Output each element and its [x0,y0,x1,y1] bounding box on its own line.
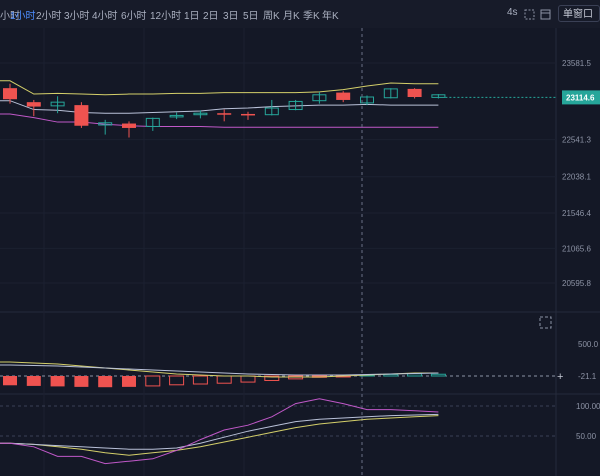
candle-body [312,94,327,102]
chart-background [0,28,600,476]
candle [217,109,232,122]
lower-band-line [0,113,439,128]
candle-body [98,122,113,126]
candle [360,95,374,106]
candle-body [193,112,208,116]
timeframe-tab-10[interactable]: 5日 [243,11,259,22]
middle-band-line [0,100,439,114]
candle-body [383,88,398,99]
timeframe-tab-12[interactable]: 月K [283,11,300,22]
candle-body [169,114,184,118]
candle [336,91,351,103]
candle [98,119,113,135]
candle-body [431,94,446,98]
timeframe-tab-14[interactable]: 年K [322,11,339,22]
kdj-k-line [0,398,439,465]
candle [288,99,303,111]
candle-body [122,123,136,128]
macd-bar [3,376,17,386]
macd-bar [98,376,113,388]
macd-bar [74,376,89,387]
candle-body [26,102,41,107]
timeframe-tab-5[interactable]: 6小时 [121,11,147,22]
candle [264,99,279,116]
candle [50,96,65,114]
window-mode-button[interactable]: 单窗口 [558,5,600,22]
kdj-d-line [0,413,439,450]
candle [312,91,327,104]
upper-band-line [0,80,439,96]
candle-body [336,92,351,100]
candle-body [74,105,89,126]
kdj-tick-label: 100.00 [576,402,600,411]
kdj-j-line [0,415,439,456]
price-tick-label: 22038.1 [562,173,591,182]
macd-bar [192,375,208,385]
macd-bar [430,373,446,377]
current-price-label: 23114.6 [566,93,595,102]
timeframe-tab-0[interactable]: 小时 [0,11,20,22]
candle [383,88,398,99]
candle-body [407,88,422,98]
candle-body [145,117,160,127]
timeframe-tab-7[interactable]: 1日 [184,11,200,22]
fullscreen-icon[interactable] [524,7,535,20]
macd-bar [145,375,161,387]
refresh-interval[interactable]: 4s [507,7,518,18]
timeframe-tab-6[interactable]: 12小时 [150,11,182,22]
candle-body [3,88,17,100]
window-mode-label: 单窗口 [563,9,593,20]
add-indicator-icon: + [557,371,563,383]
price-tick-label: 22541.3 [562,136,591,145]
timeframe-tab-8[interactable]: 2日 [203,11,219,22]
macd-bar [264,375,280,381]
candle [3,83,17,104]
candle-body [264,107,279,116]
timeframe-tab-11[interactable]: 周K [263,11,280,22]
price-tick-label: 20595.8 [562,279,591,288]
macd-dif-line [0,361,439,378]
timeframe-tab-3[interactable]: 3小时 [64,11,90,22]
chart-area[interactable]: 23581.5 22541.3 22038.1 21546.4 21065.6 20595… [0,28,600,476]
current-price-badge [562,90,600,105]
macd-tick-label: 500.0 [578,340,599,349]
kdj-tick-label: 50.00 [576,432,597,441]
timeframe-tab-9[interactable]: 3日 [223,11,239,22]
candle [74,102,89,128]
timeframe-tab-4[interactable]: 4小时 [92,11,118,22]
macd-bar [26,376,41,386]
macd-bar [122,376,136,387]
candle [122,121,136,138]
timeframe-toolbar: 小时 1小时 2小时 3小时 4小时 6小时 12小时 1日 2日 3日 5日 周K 月K 季K 年K 4s [0,0,600,29]
candle [431,94,446,99]
candle [145,117,160,131]
candle-body [241,113,255,116]
settings-icon[interactable] [540,7,551,20]
price-tick-label: 21546.4 [562,209,591,218]
candle-body [50,101,65,107]
candle-body [217,113,232,115]
price-tick-label: 21065.6 [562,244,591,253]
macd-bar [169,375,185,386]
candle [241,111,255,120]
candle-body [288,100,303,111]
macd-bar [50,376,65,387]
macd-dea-line [0,364,439,376]
candle-body [360,96,374,104]
timeframe-tab-13[interactable]: 季K [303,11,320,22]
expand-pane-icon[interactable] [539,316,552,329]
timeframe-tab-2[interactable]: 2小时 [36,11,62,22]
timeframe-tab-1[interactable]: 1小时 [10,11,36,22]
price-tick-label: 23581.5 [562,59,591,68]
candle [193,110,208,119]
candle [169,112,184,120]
candle [407,88,422,99]
candle [26,99,41,117]
macd-value-label: -21.1 [578,372,597,381]
